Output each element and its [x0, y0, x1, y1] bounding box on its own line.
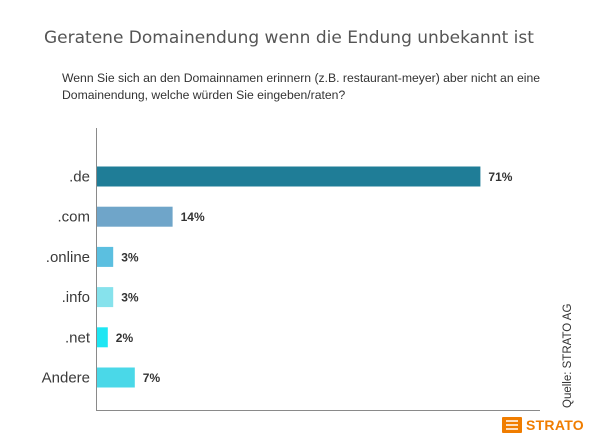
value-label-andere: 7%: [143, 371, 161, 385]
labels-layer: .de 71% .com 14% .online 3% .info 3% .net 2% Ander…: [42, 169, 513, 387]
value-label-com: 14%: [181, 210, 205, 224]
category-label-de: .de: [69, 169, 90, 186]
brand-name: STRATO: [525, 417, 584, 433]
category-label-andere: Andere: [42, 370, 90, 387]
value-label-de: 71%: [488, 170, 512, 184]
bar-info: [97, 287, 114, 308]
category-label-com: .com: [57, 209, 90, 226]
value-label-info: 3%: [121, 291, 139, 305]
bar-de: [97, 166, 481, 187]
bar-online: [97, 246, 114, 267]
source-label: Quelle: STRATO AG: [562, 304, 574, 408]
value-label-online: 3%: [121, 250, 139, 264]
strato-logo-icon: [501, 417, 522, 433]
category-label-online: .online: [46, 249, 90, 266]
category-label-info: .info: [62, 289, 90, 306]
chart-subtitle: Wenn Sie sich an den Domainnamen erinner…: [62, 71, 541, 102]
bar-com: [97, 206, 173, 227]
bar-andere: [97, 367, 135, 388]
brand-logo: STRATO: [501, 414, 584, 436]
chart-title: Geratene Domainendung wenn die Endung un…: [44, 28, 534, 48]
value-label-net: 2%: [116, 331, 134, 345]
bars-layer: [97, 166, 481, 388]
category-label-net: .net: [65, 329, 91, 346]
bar-net: [97, 327, 108, 348]
